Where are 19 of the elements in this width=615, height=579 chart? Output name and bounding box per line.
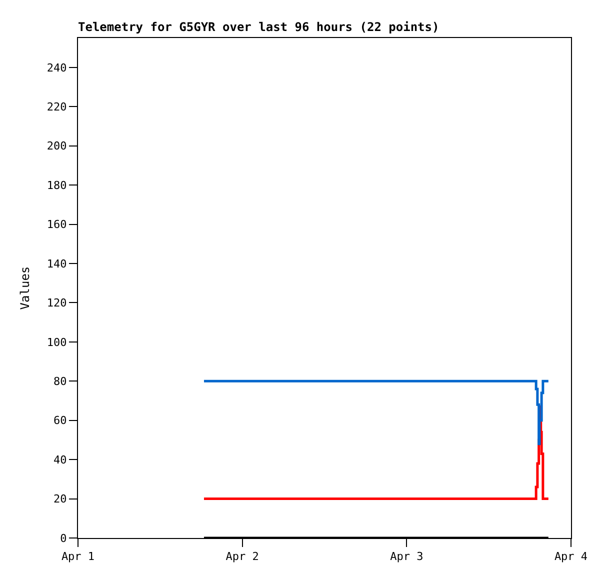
y-tick-label: 40 xyxy=(54,453,67,466)
y-tick-label: 80 xyxy=(54,374,67,388)
y-tick-label: 120 xyxy=(46,296,67,310)
x-tick-label: Apr 3 xyxy=(390,550,424,564)
y-tick-label: 240 xyxy=(46,61,67,74)
y-tick-label: 20 xyxy=(54,492,67,506)
y-tick-label: 180 xyxy=(46,178,67,192)
x-tick-label: Apr 2 xyxy=(226,550,259,564)
chart-title: Telemetry for G5GYR over last 96 hours (22 points) xyxy=(78,20,440,34)
y-tick-label: 100 xyxy=(46,336,67,349)
y-axis-title: Values xyxy=(18,266,32,310)
y-tick-label: 140 xyxy=(46,257,67,270)
y-tick-label: 60 xyxy=(54,414,67,428)
x-tick-label: Apr 4 xyxy=(554,550,588,564)
y-tick-label: 0 xyxy=(60,532,67,545)
x-tick-label: Apr 1 xyxy=(61,550,95,564)
y-tick-label: 160 xyxy=(46,218,67,232)
y-tick-label: 220 xyxy=(46,100,67,114)
y-tick-label: 200 xyxy=(46,140,67,153)
